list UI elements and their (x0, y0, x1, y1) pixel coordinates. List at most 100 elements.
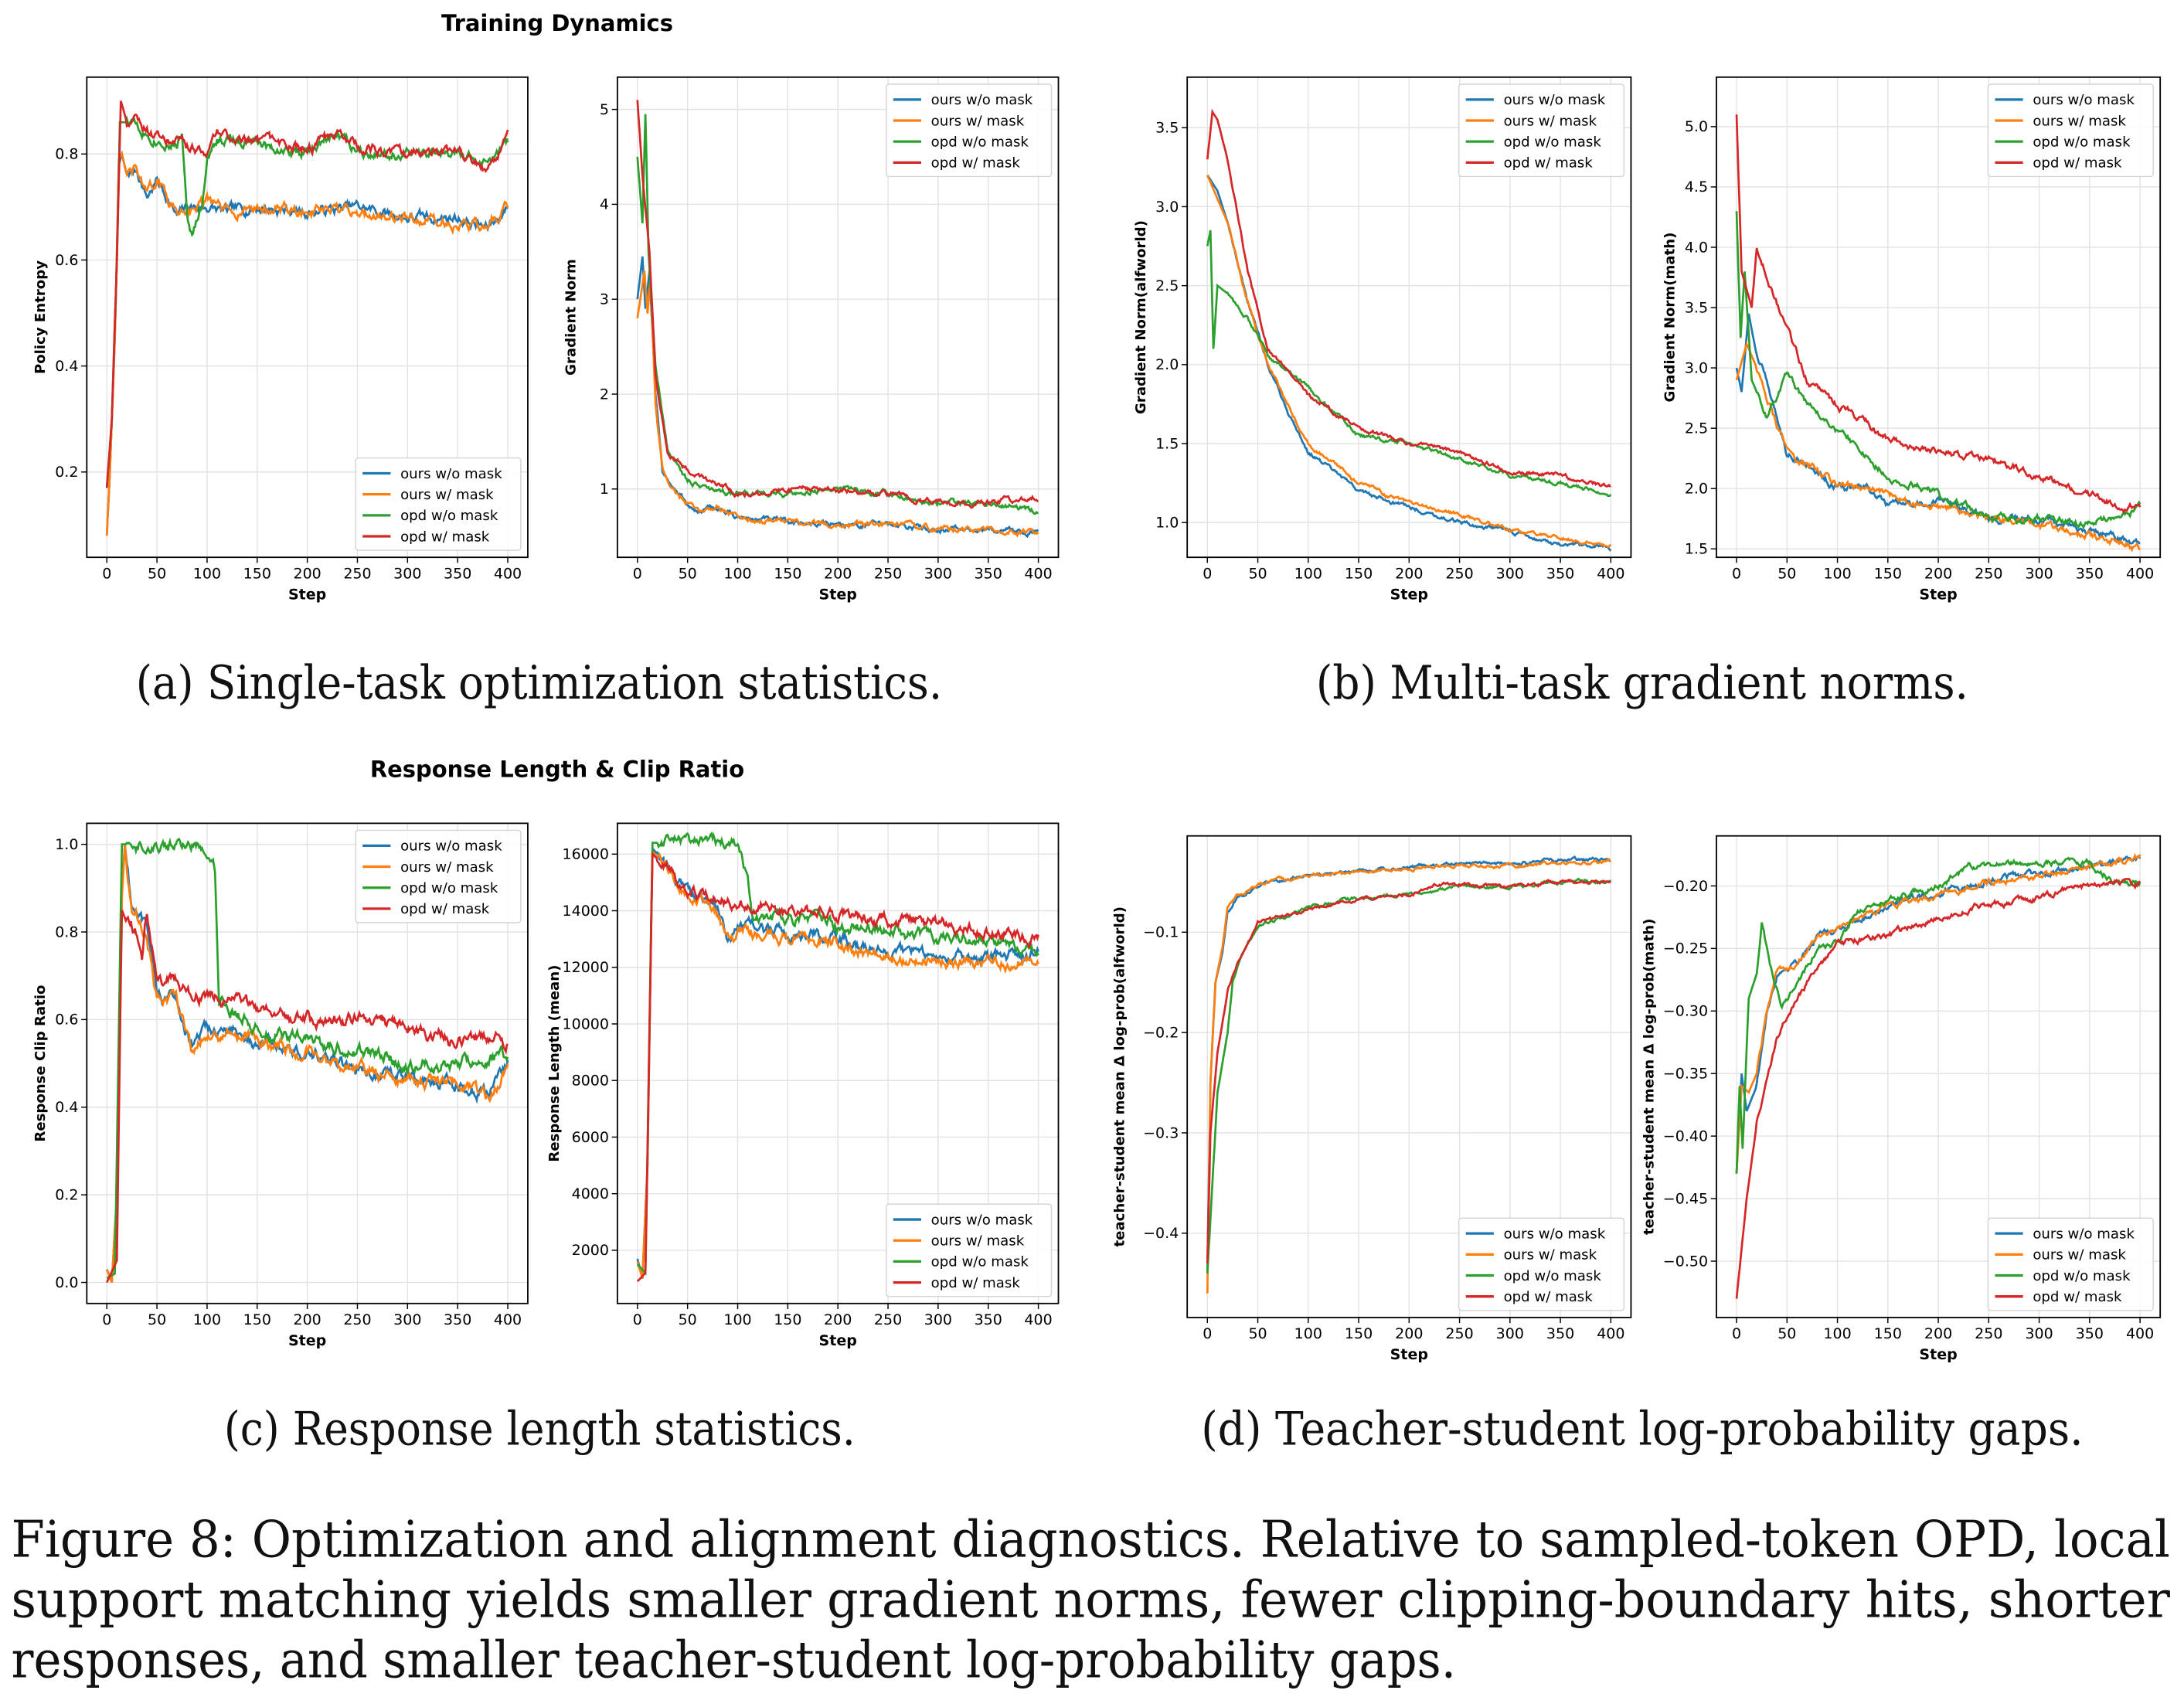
x-tick-label: 100 (1823, 565, 1851, 582)
x-tick-label: 350 (2076, 1325, 2104, 1342)
y-tick-label: −0.25 (1663, 940, 1708, 957)
y-tick-label: −0.35 (1663, 1066, 1708, 1083)
series-line-ours-w-mask (105, 844, 509, 1284)
legend-label: ours w/ mask (400, 859, 494, 876)
y-axis-label: teacher-student mean Δ log-prob(alfworld… (1112, 906, 1128, 1246)
y-tick-label: 1.5 (1155, 435, 1179, 452)
y-tick-label: 0.4 (55, 1099, 78, 1116)
x-tick-label: 100 (723, 565, 751, 582)
y-tick-label: 1.0 (55, 836, 78, 853)
x-tick-label: 150 (1345, 565, 1373, 582)
y-tick-label: 2 (600, 386, 609, 403)
suptitle-training-dynamics: Training Dynamics (441, 10, 673, 36)
suptitle-response-length: Response Length & Clip Ratio (370, 757, 744, 783)
y-tick-label: 0.6 (55, 1012, 78, 1029)
x-tick-label: 0 (1732, 1325, 1741, 1342)
figure-caption-line: support matching yields smaller gradient… (11, 1571, 2170, 1630)
x-tick-label: 0 (1732, 565, 1741, 582)
series-line-opd-w-mask (105, 100, 509, 488)
legend-label: opd w/ mask (931, 1275, 1021, 1291)
x-axis-label: Step (1919, 587, 1957, 604)
x-tick-label: 150 (1345, 1325, 1373, 1342)
x-tick-label: 350 (975, 1311, 1002, 1328)
series-line-opd-w-mask (636, 100, 1039, 509)
legend-label: opd w/o mask (400, 880, 498, 896)
x-tick-label: 400 (2126, 565, 2154, 582)
axes-frame (86, 822, 529, 1304)
legend-box (355, 457, 522, 551)
x-tick-label: 250 (1445, 565, 1473, 582)
y-tick-label: 0.2 (55, 464, 78, 481)
x-tick-label: 200 (1924, 1325, 1952, 1342)
series-line-opd-w-mask (636, 852, 1039, 1283)
subplot-a1: 0 50 100 150 200 250 300 350 400 0.2 0.4 0.6 0.8 Step… (32, 76, 529, 604)
legend-label: ours w/ mask (931, 113, 1025, 129)
legend-label: ours w/ mask (1504, 113, 1597, 129)
x-tick-label: 300 (393, 565, 421, 582)
x-tick-label: 100 (1294, 565, 1322, 582)
series-line-ours-w-mask (636, 270, 1039, 538)
legend-label: opd w/o mask (400, 508, 498, 524)
legend: ours w/o mask ours w/ mask opd w/o mask opd… (1458, 83, 1625, 178)
series-line-ours-w-o-mask (1206, 855, 1612, 1274)
legend-label: ours w/o mask (931, 92, 1033, 108)
y-axis-label: Gradient Norm (563, 259, 580, 376)
y-tick-label: 5 (600, 101, 609, 118)
legend-box (1458, 83, 1625, 178)
legend-label: ours w/ mask (931, 1233, 1025, 1250)
y-axis-label: teacher-student mean Δ log-prob(math) (1641, 919, 1657, 1235)
series-line-ours-w-mask (1735, 340, 2141, 553)
x-tick-label: 400 (494, 1311, 522, 1328)
x-tick-label: 150 (243, 1311, 271, 1328)
legend-label: ours w/o mask (2033, 1226, 2135, 1243)
x-tick-label: 150 (1874, 565, 1902, 582)
subplot-d2: 0 50 100 150 200 250 300 350 400 −0.50 −0.45 −0.40 −… (1641, 835, 2162, 1363)
legend-label: opd w/o mask (1504, 1268, 1602, 1284)
legend: ours w/o mask ours w/ mask opd w/o mask opd… (355, 457, 522, 551)
x-tick-label: 200 (293, 1311, 321, 1328)
x-tick-label: 300 (1496, 1325, 1524, 1342)
legend-label: ours w/o mask (2033, 92, 2135, 108)
y-tick-label: 14000 (563, 903, 610, 920)
y-tick-label: 0.8 (55, 923, 78, 940)
x-tick-label: 100 (1294, 1325, 1322, 1342)
y-tick-label: 2.5 (1155, 277, 1179, 294)
legend-label: opd w/ mask (1504, 1289, 1594, 1305)
x-tick-label: 400 (1597, 1325, 1624, 1342)
y-tick-label: −0.45 (1663, 1190, 1708, 1207)
legend: ours w/o mask ours w/ mask opd w/o mask opd… (1458, 1217, 1625, 1311)
axes-frame (616, 76, 1060, 559)
x-tick-label: 300 (2025, 1325, 2053, 1342)
x-tick-label: 0 (102, 1311, 111, 1328)
x-tick-label: 200 (1924, 565, 1952, 582)
x-tick-label: 400 (1024, 565, 1052, 582)
x-tick-label: 250 (1975, 565, 2002, 582)
series-line-opd-w-o-mask (636, 831, 1039, 1276)
subplot-c1: 0 50 100 150 200 250 300 350 400 0.0 0.2 0.4 0.6 0.8 1… (32, 822, 529, 1349)
x-tick-label: 100 (193, 1311, 221, 1328)
legend-label: ours w/ mask (1504, 1247, 1597, 1263)
x-tick-label: 300 (924, 565, 952, 582)
x-tick-label: 300 (393, 1311, 421, 1328)
series-line-opd-w-mask (1735, 114, 2141, 515)
series-line-opd-w-mask (105, 910, 509, 1284)
legend-label: opd w/o mask (2033, 1268, 2131, 1284)
y-tick-label: −0.50 (1663, 1253, 1708, 1270)
x-tick-label: 200 (824, 1311, 852, 1328)
x-tick-label: 400 (1024, 1311, 1052, 1328)
series-line-opd-w-mask (1206, 108, 1611, 488)
legend-label: opd w/ mask (400, 901, 490, 917)
y-tick-label: 3.0 (1155, 199, 1179, 216)
series-line-ours-w-mask (1206, 858, 1611, 1294)
series-line-ours-w-o-mask (1206, 174, 1612, 552)
series-line-opd-w-o-mask (1735, 856, 2141, 1174)
x-axis-label: Step (288, 1332, 326, 1349)
legend: ours w/o mask ours w/ mask opd w/o mask opd… (355, 829, 522, 923)
legend-label: ours w/o mask (931, 1212, 1033, 1228)
legend-box (1458, 1217, 1625, 1311)
legend-label: opd w/o mask (2033, 134, 2131, 151)
y-tick-label: −0.40 (1663, 1128, 1708, 1145)
x-tick-label: 100 (1823, 1325, 1851, 1342)
y-axis-label: Policy Entropy (32, 260, 49, 374)
